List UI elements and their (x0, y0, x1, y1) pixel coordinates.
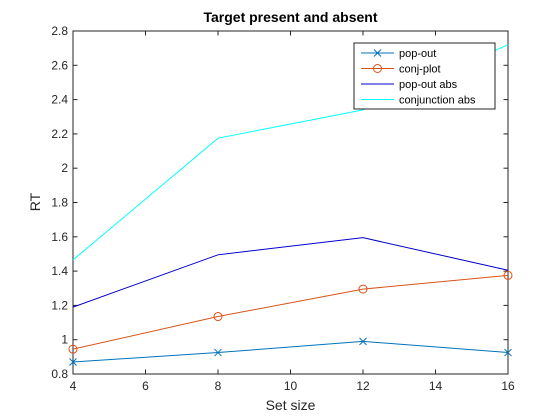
data-point (68, 344, 78, 354)
x-tick-label: 6 (142, 379, 149, 393)
y-tick-label: 2 (61, 161, 68, 175)
x-tick-label: 12 (356, 379, 370, 393)
series-line (72, 274, 509, 350)
y-axis-title: RT (27, 192, 43, 211)
legend-label: pop-out abs (399, 79, 458, 91)
series-0 (69, 337, 512, 366)
data-point (213, 312, 223, 322)
series-line (72, 340, 509, 363)
data-point (504, 348, 512, 357)
y-tick-label: 1 (61, 333, 68, 347)
data-point (69, 358, 77, 366)
y-tick-label: 2.2 (51, 127, 68, 141)
x-tick-label: 8 (215, 379, 222, 393)
legend-marker (373, 64, 382, 73)
x-tick-label: 16 (501, 379, 515, 393)
x-tick-label: 10 (284, 379, 298, 393)
data-point (359, 337, 367, 346)
y-tick-label: 1.2 (51, 298, 68, 312)
legend-marker (373, 49, 382, 57)
y-tick-label: 2.6 (51, 58, 68, 72)
axis-ticks: 4 6 8 10 12 14 16 0.8 1 1.2 1.4 1.6 1.8 2 2.2 2.4 2.6 2.8 (51, 24, 515, 393)
legend-entry: pop-out abs (361, 79, 458, 91)
x-tick-label: 4 (70, 379, 77, 393)
legend-entry: pop-out (361, 48, 436, 60)
legend-label: pop-out (399, 48, 436, 60)
x-axis-title: Set size (266, 397, 316, 413)
y-tick-label: 0.8 (51, 367, 68, 381)
y-tick-label: 1.8 (51, 196, 68, 210)
y-tick-label: 2.8 (51, 24, 68, 38)
data-point (214, 348, 222, 357)
legend-entry: conj-plot (361, 64, 441, 76)
legend-box (353, 42, 496, 110)
legend-entry: conjunction abs (361, 95, 476, 107)
series-2 (72, 237, 509, 308)
y-tick-label: 1.4 (51, 264, 68, 278)
x-tick-label: 14 (429, 379, 443, 393)
y-tick-label: 1.6 (51, 230, 68, 244)
chart-title: Target present and absent (203, 9, 377, 25)
legend-label: conj-plot (399, 64, 441, 76)
data-point (503, 270, 513, 280)
y-tick-label: 2.4 (51, 93, 68, 107)
series-1 (68, 270, 513, 354)
legend: pop-out conj-plot pop-out abs conjunction a… (353, 42, 496, 110)
data-point (358, 284, 368, 294)
legend-label: conjunction abs (399, 95, 476, 107)
series-line (72, 237, 509, 308)
